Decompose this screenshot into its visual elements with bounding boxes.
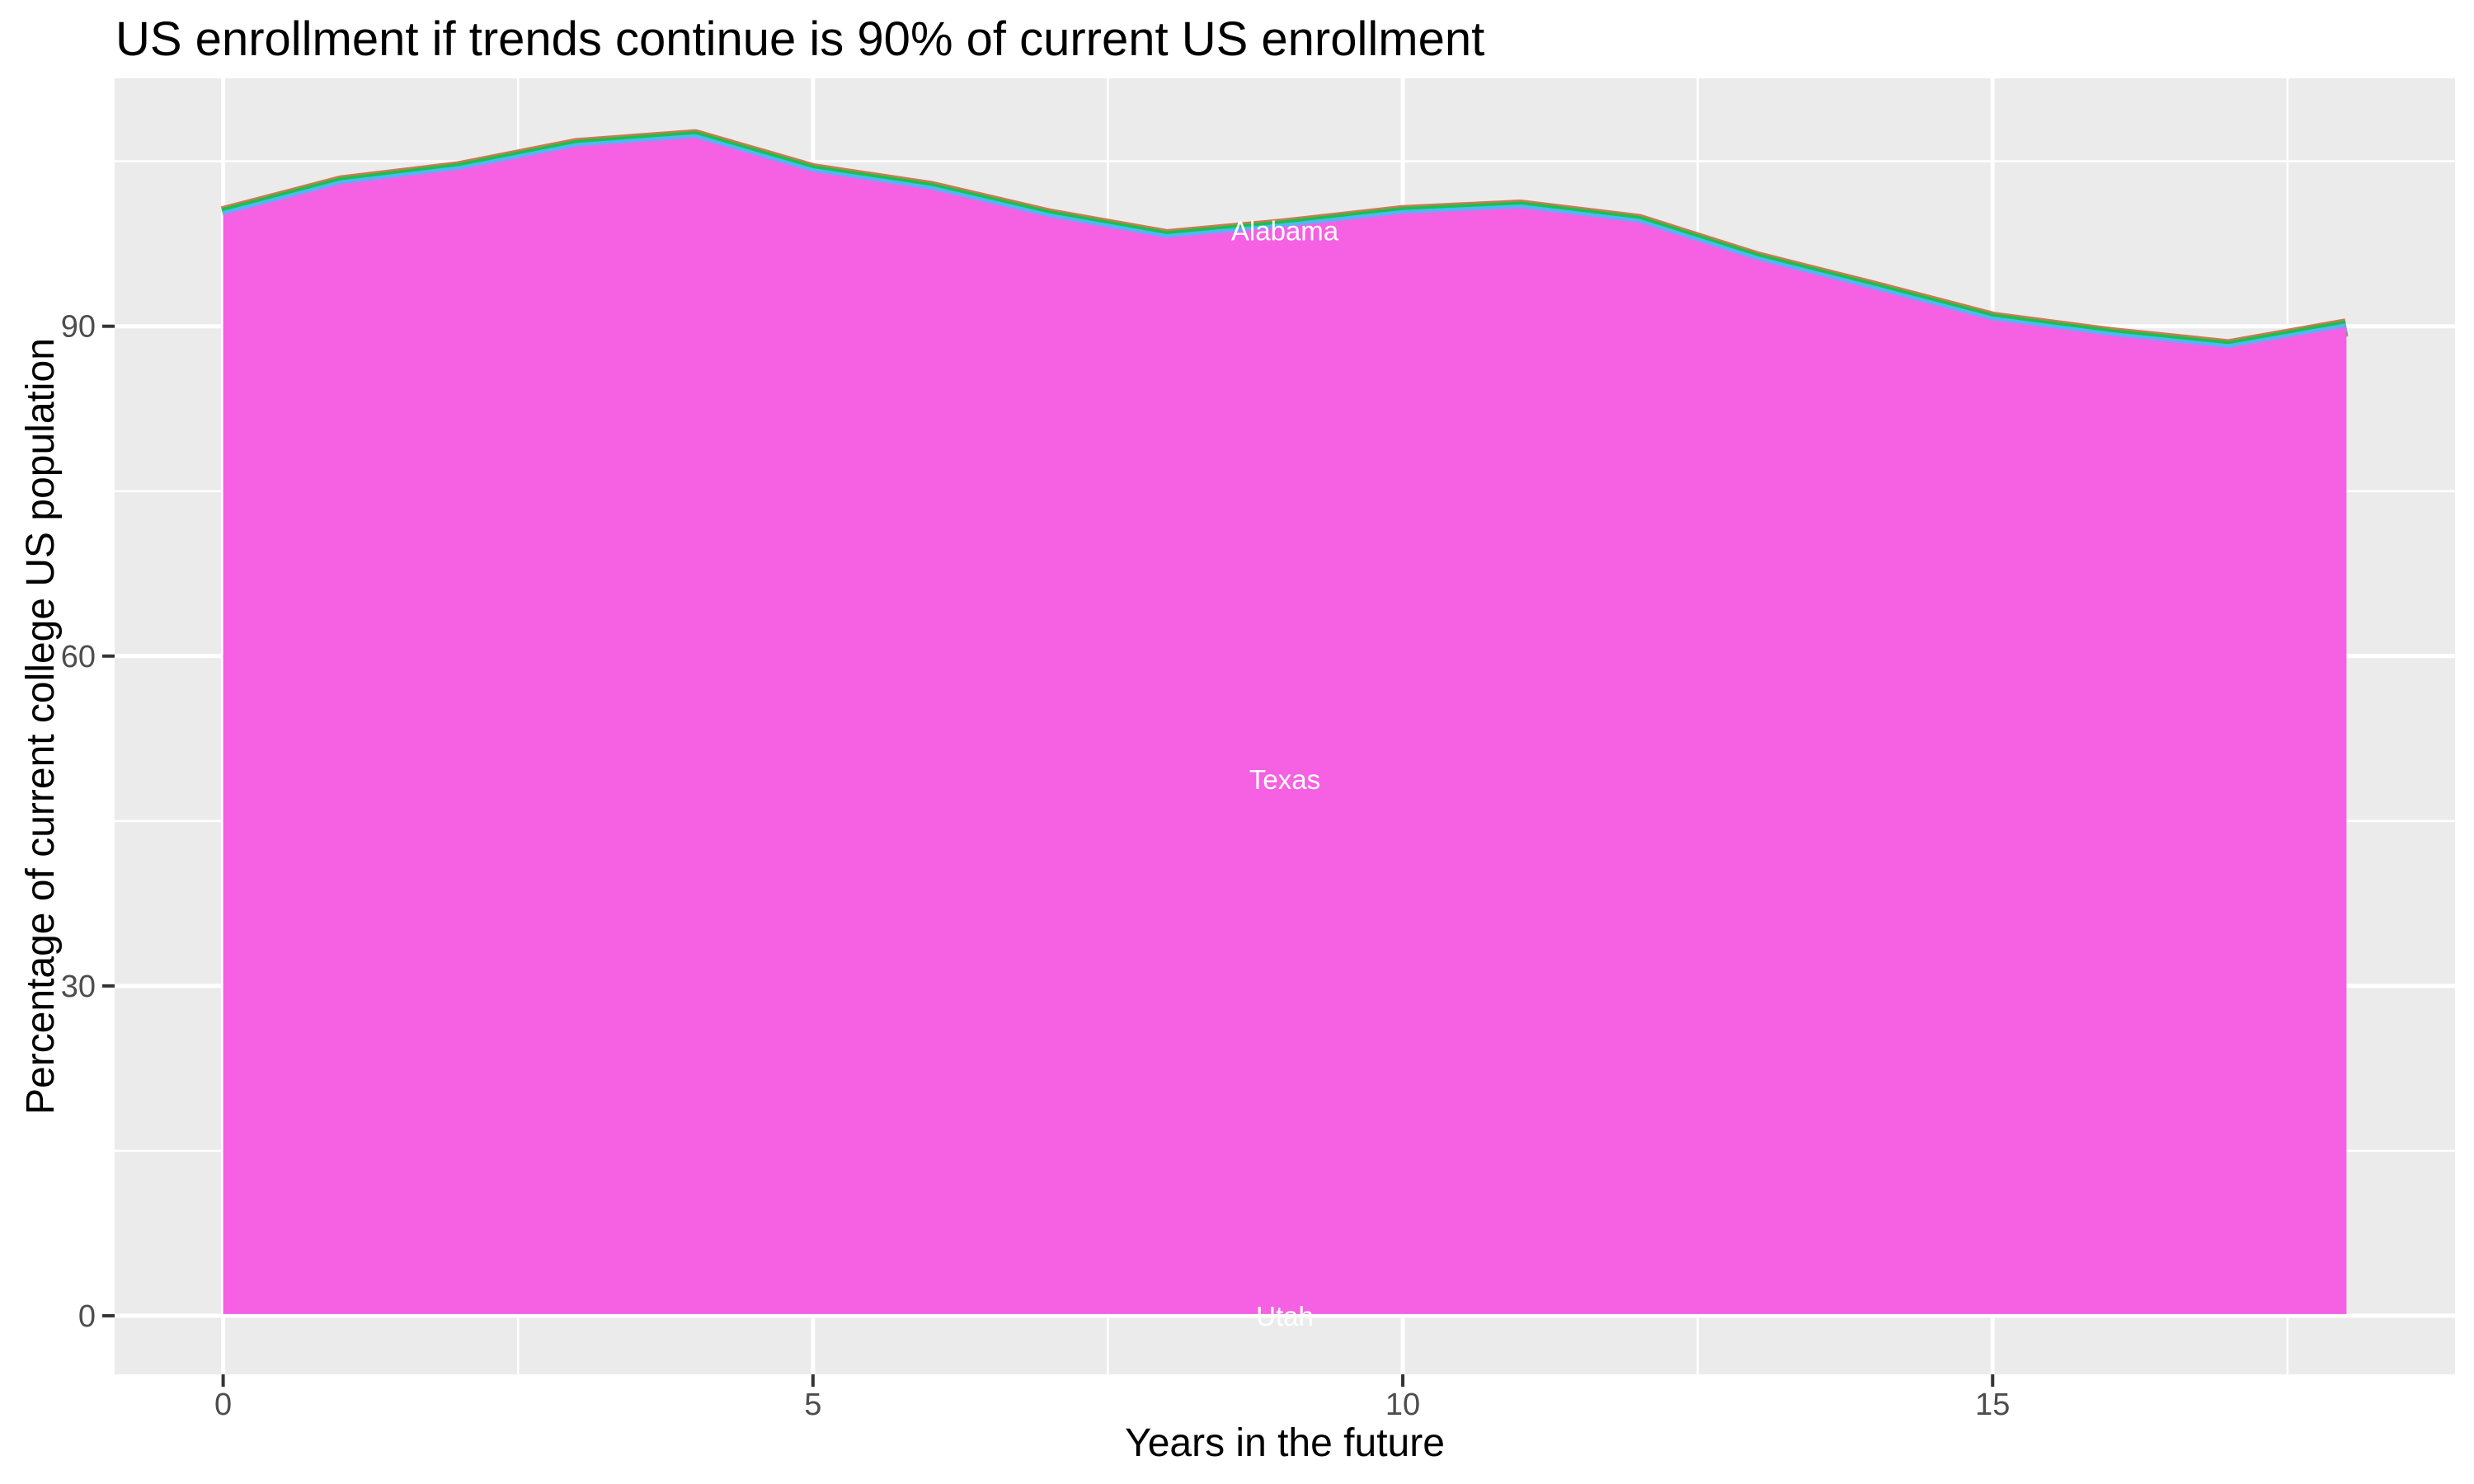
x-tick-label-5: 5 xyxy=(804,1388,821,1422)
x-tick-label-15: 15 xyxy=(1975,1388,2010,1422)
area-label-alabama: Alabama xyxy=(1231,216,1339,247)
x-axis-title: Years in the future xyxy=(1125,1421,1445,1465)
x-tick-label-10: 10 xyxy=(1385,1388,1420,1422)
y-tick-label-60: 60 xyxy=(61,640,96,674)
y-tick-label-90: 90 xyxy=(61,310,96,345)
area-label-texas: Texas xyxy=(1249,764,1320,795)
y-tick-label-30: 30 xyxy=(61,970,96,1004)
chart-title: US enrollment if trends continue is 90% … xyxy=(115,12,1485,66)
y-tick-label-0: 0 xyxy=(78,1299,96,1334)
area-label-utah: Utah xyxy=(1256,1301,1314,1331)
x-tick-label-0: 0 xyxy=(214,1388,232,1422)
stacked-area-texas-fill xyxy=(223,138,2347,1314)
